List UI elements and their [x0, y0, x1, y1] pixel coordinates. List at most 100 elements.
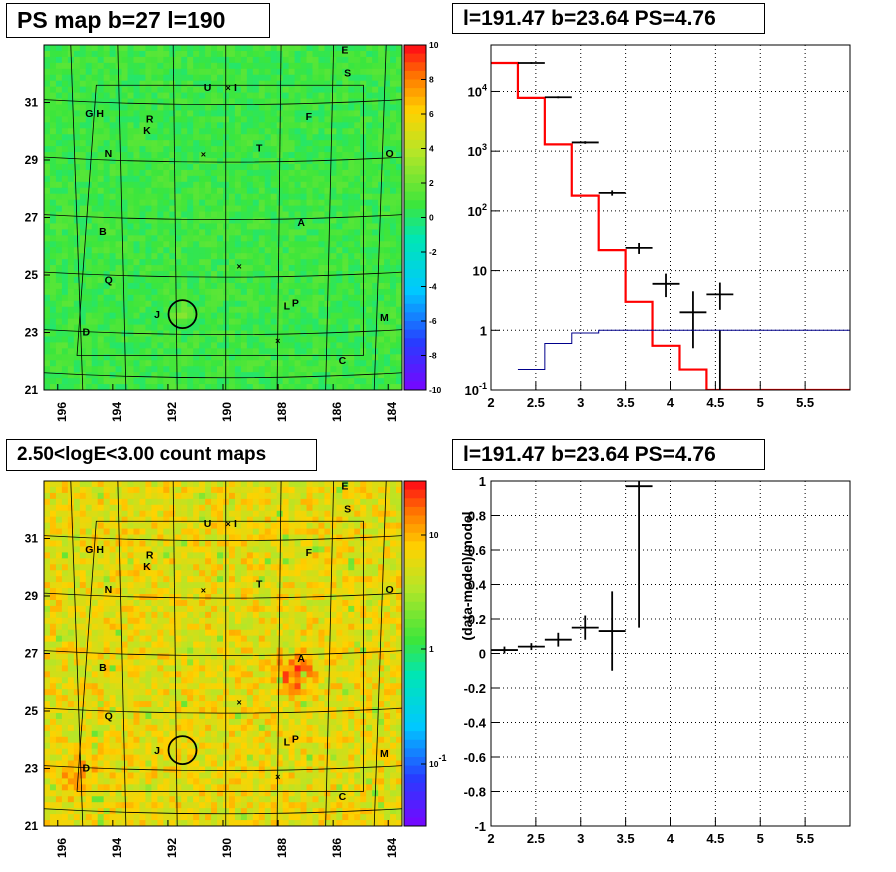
map-pixel	[181, 552, 188, 559]
map-pixel	[318, 294, 326, 302]
map-pixel	[67, 742, 75, 750]
map-pixel	[330, 140, 337, 147]
map-pixel	[79, 56, 87, 64]
map-pixel	[336, 306, 343, 314]
map-pixel	[175, 582, 182, 589]
map-pixel	[384, 378, 391, 385]
map-pixel	[193, 372, 200, 379]
map-pixel	[145, 282, 152, 290]
map-pixel	[73, 104, 81, 112]
map-pixel	[103, 86, 111, 94]
map-pixel	[264, 259, 272, 266]
map-pixel	[55, 241, 63, 248]
map-pixel	[61, 318, 69, 326]
map-pixel	[228, 235, 236, 242]
map-pixel	[109, 540, 117, 548]
map-pixel	[151, 671, 158, 678]
map-pixel	[97, 760, 105, 768]
map-pixel	[199, 259, 206, 266]
map-pixel	[324, 336, 331, 344]
map-pixel	[366, 116, 373, 123]
map-pixel	[55, 116, 63, 123]
colorbar-segment	[404, 96, 426, 106]
map-pixel	[276, 45, 284, 52]
colorbar-segment	[404, 88, 426, 98]
map-pixel	[366, 282, 373, 290]
map-pixel	[228, 92, 236, 100]
map-pixel	[73, 689, 81, 696]
map-pixel	[97, 68, 105, 76]
map-pixel	[61, 671, 69, 678]
map-pixel	[163, 366, 170, 373]
map-pixel	[223, 62, 230, 70]
map-pixel	[44, 294, 51, 302]
map-pixel	[61, 116, 69, 123]
map-pixel	[151, 342, 158, 349]
map-pixel	[187, 152, 194, 159]
map-pixel	[44, 802, 51, 809]
source-label-S: S	[344, 68, 351, 80]
map-pixel	[97, 259, 105, 266]
map-pixel	[115, 45, 123, 52]
map-pixel	[228, 122, 236, 129]
map-pixel	[252, 68, 260, 76]
map-pixel	[228, 217, 236, 225]
map-pixel	[217, 271, 224, 278]
map-pixel	[396, 74, 402, 82]
map-pixel	[246, 360, 254, 367]
map-pixel	[157, 796, 164, 803]
map-pixel	[300, 128, 308, 135]
map-pixel	[79, 306, 87, 314]
map-pixel	[73, 599, 81, 607]
map-pixel	[264, 372, 272, 379]
map-pixel	[103, 540, 111, 548]
map-pixel	[127, 241, 135, 248]
map-pixel	[163, 288, 170, 296]
map-pixel	[252, 318, 260, 326]
map-pixel	[79, 253, 87, 260]
map-pixel	[211, 128, 218, 135]
map-pixel	[342, 104, 349, 112]
map-pixel	[115, 312, 123, 320]
map-pixel	[61, 701, 69, 708]
map-pixel	[252, 62, 260, 70]
map-pixel	[67, 360, 75, 367]
map-pixel	[330, 259, 337, 266]
map-pixel	[73, 354, 81, 361]
map-pixel	[151, 235, 158, 242]
map-pixel	[228, 253, 236, 260]
map-pixel	[85, 205, 93, 213]
map-pixel	[151, 229, 158, 236]
map-pixel	[223, 187, 230, 195]
map-pixel	[282, 241, 290, 248]
map-pixel	[348, 193, 355, 201]
map-pixel	[115, 772, 123, 780]
map-pixel	[181, 635, 188, 643]
map-pixel	[276, 271, 284, 278]
map-pixel	[169, 724, 176, 732]
map-pixel	[354, 223, 361, 230]
map-pixel	[109, 564, 117, 571]
map-pixel	[258, 128, 266, 135]
map-pixel	[151, 623, 158, 631]
map-pixel	[217, 300, 224, 308]
map-pixel	[217, 336, 224, 344]
map-pixel	[318, 50, 326, 58]
map-pixel	[163, 68, 170, 76]
map-pixel	[324, 271, 331, 278]
map-pixel	[151, 611, 158, 619]
map-pixel	[348, 128, 355, 135]
map-pixel	[169, 45, 176, 52]
map-pixel	[127, 253, 135, 260]
map-pixel	[378, 306, 385, 314]
map-pixel	[306, 384, 314, 390]
map-pixel	[258, 384, 266, 390]
map-pixel	[109, 86, 117, 94]
map-pixel	[360, 372, 367, 379]
map-pixel	[228, 169, 236, 177]
map-pixel	[44, 56, 51, 64]
map-pixel	[372, 193, 379, 201]
map-pixel	[73, 199, 81, 207]
map-pixel	[276, 50, 284, 58]
map-pixel	[115, 623, 123, 631]
